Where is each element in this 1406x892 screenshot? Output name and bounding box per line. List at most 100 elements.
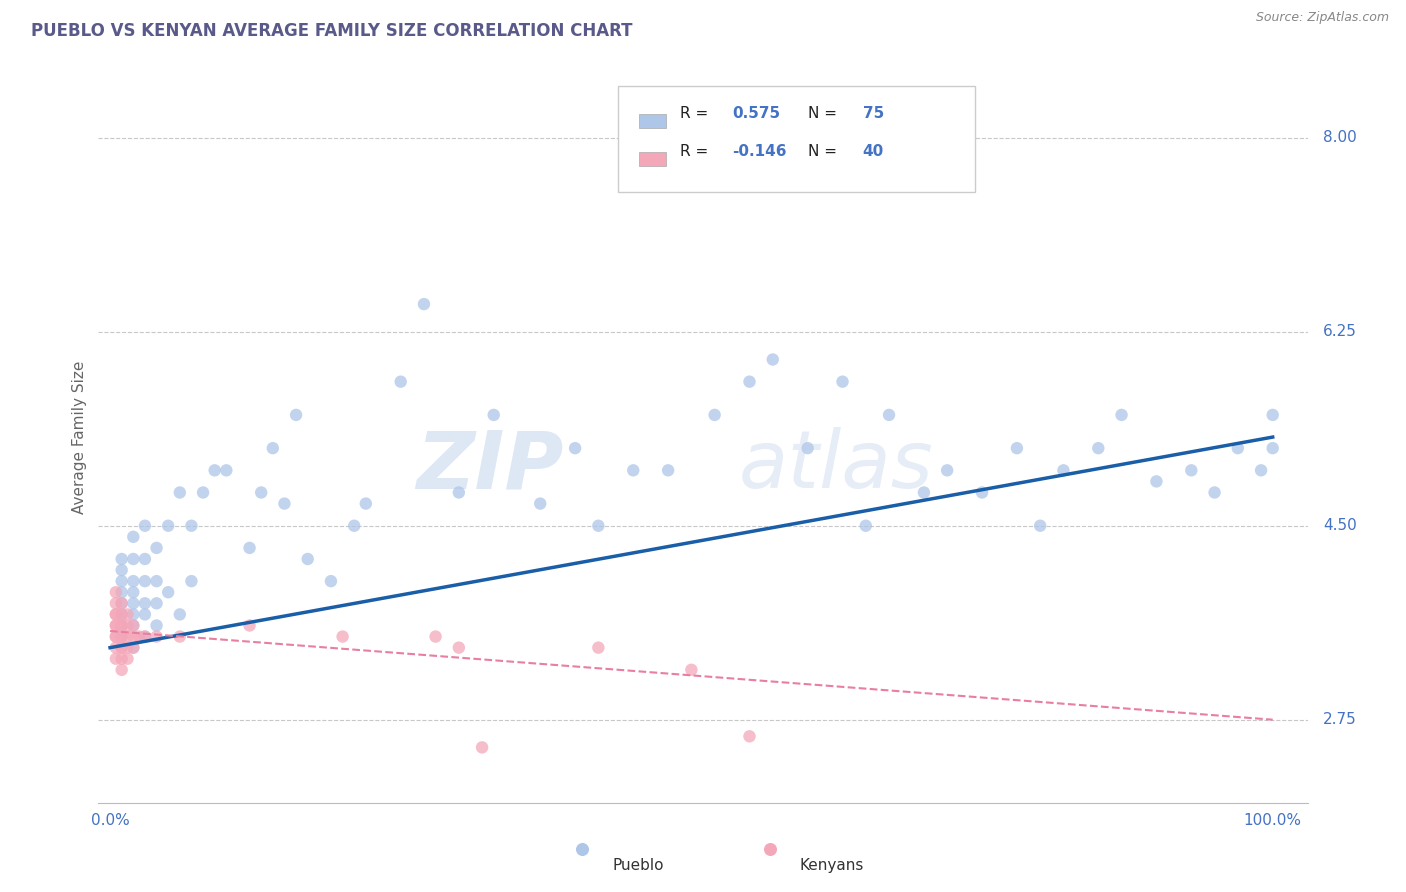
Point xyxy=(104,630,127,644)
Point xyxy=(471,740,494,755)
Text: N =: N = xyxy=(808,105,842,120)
Point xyxy=(482,408,505,422)
Point xyxy=(762,352,785,367)
Point xyxy=(117,651,139,665)
Point xyxy=(117,630,139,644)
Point xyxy=(111,630,134,644)
Point xyxy=(169,485,191,500)
Point xyxy=(122,618,145,632)
Point xyxy=(319,574,342,589)
Point xyxy=(1005,441,1028,455)
Text: Source: ZipAtlas.com: Source: ZipAtlas.com xyxy=(1256,11,1389,24)
Point xyxy=(122,607,145,622)
Point xyxy=(122,552,145,566)
Point xyxy=(111,640,134,655)
Text: 4.50: 4.50 xyxy=(1323,518,1357,533)
Point xyxy=(122,618,145,632)
Point xyxy=(354,497,377,511)
Point xyxy=(1226,441,1249,455)
Point xyxy=(332,630,354,644)
Point xyxy=(104,585,127,599)
Point xyxy=(104,640,127,655)
Point xyxy=(111,596,134,610)
Point xyxy=(180,518,202,533)
Point xyxy=(191,485,214,500)
Point xyxy=(343,518,366,533)
Point xyxy=(111,618,134,632)
FancyBboxPatch shape xyxy=(638,114,665,128)
Point xyxy=(180,574,202,589)
Point xyxy=(1180,463,1202,477)
Point xyxy=(157,518,180,533)
Point xyxy=(855,518,877,533)
Point xyxy=(117,607,139,622)
Point xyxy=(564,441,586,455)
Text: PUEBLO VS KENYAN AVERAGE FAMILY SIZE CORRELATION CHART: PUEBLO VS KENYAN AVERAGE FAMILY SIZE COR… xyxy=(31,22,633,40)
Point xyxy=(122,585,145,599)
Point xyxy=(111,618,134,632)
Point xyxy=(111,607,134,622)
Text: ZIP: ZIP xyxy=(416,427,564,506)
Point xyxy=(588,518,610,533)
Point xyxy=(273,497,295,511)
Point xyxy=(621,463,644,477)
Point xyxy=(169,630,191,644)
Point xyxy=(877,408,900,422)
Point xyxy=(145,630,167,644)
Text: 75: 75 xyxy=(863,105,884,120)
Point xyxy=(1261,441,1284,455)
Point xyxy=(111,563,134,577)
Point xyxy=(122,530,145,544)
Text: R =: R = xyxy=(681,105,713,120)
FancyBboxPatch shape xyxy=(638,153,665,167)
Point xyxy=(104,596,127,610)
Text: N =: N = xyxy=(808,145,842,160)
Point xyxy=(145,596,167,610)
Text: 40: 40 xyxy=(863,145,884,160)
Point xyxy=(122,640,145,655)
Point xyxy=(134,607,156,622)
Text: 6.25: 6.25 xyxy=(1323,325,1357,339)
Point xyxy=(831,375,853,389)
Point xyxy=(104,618,127,632)
Point xyxy=(104,618,127,632)
Point xyxy=(169,607,191,622)
Point xyxy=(447,640,470,655)
Point xyxy=(389,375,412,389)
Text: R =: R = xyxy=(681,145,713,160)
Point xyxy=(936,463,959,477)
Point xyxy=(111,640,134,655)
Point xyxy=(122,640,145,655)
Point xyxy=(239,541,262,555)
Point xyxy=(738,375,761,389)
Point xyxy=(134,630,156,644)
Point xyxy=(122,596,145,610)
Point xyxy=(128,630,150,644)
Point xyxy=(529,497,551,511)
Point xyxy=(1052,463,1074,477)
Point xyxy=(250,485,273,500)
Point xyxy=(134,596,156,610)
Point xyxy=(134,574,156,589)
Point xyxy=(297,552,319,566)
Point xyxy=(681,663,703,677)
Point xyxy=(970,485,993,500)
Point xyxy=(111,663,134,677)
Point xyxy=(104,607,127,622)
Point xyxy=(145,541,167,555)
Text: 0.575: 0.575 xyxy=(733,105,780,120)
Point xyxy=(134,552,156,566)
Point xyxy=(1144,475,1167,489)
FancyBboxPatch shape xyxy=(619,86,976,192)
Point xyxy=(285,408,308,422)
Point xyxy=(122,630,145,644)
Text: 8.00: 8.00 xyxy=(1323,130,1357,145)
Text: Kenyans: Kenyans xyxy=(800,858,865,872)
Point xyxy=(145,618,167,632)
Point xyxy=(111,651,134,665)
Point xyxy=(657,463,679,477)
Point xyxy=(111,596,134,610)
Point xyxy=(1261,408,1284,422)
Point xyxy=(413,297,436,311)
Point xyxy=(738,729,761,743)
